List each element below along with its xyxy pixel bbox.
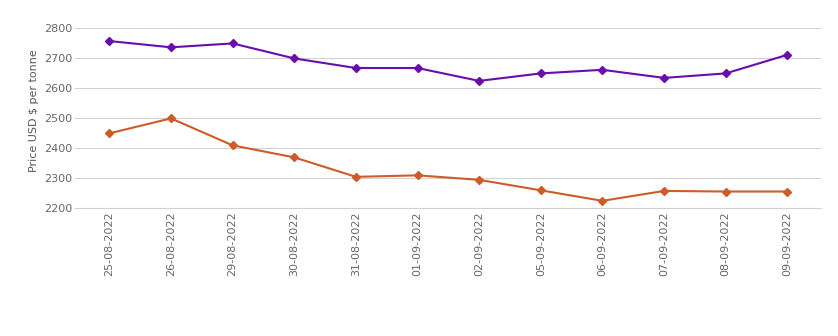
SHFE	[783, 53, 793, 57]
SHFE	[597, 68, 608, 72]
Line: SHFE: SHFE	[106, 38, 790, 84]
SHFE	[104, 39, 114, 43]
LME	[289, 155, 299, 159]
SHFE	[721, 71, 731, 75]
SHFE	[474, 79, 484, 83]
Y-axis label: Price USD $ per tonne: Price USD $ per tonne	[28, 49, 39, 172]
LME	[228, 143, 238, 148]
LME	[597, 199, 608, 203]
LME	[412, 173, 422, 177]
LME	[721, 190, 731, 194]
LME	[166, 116, 176, 120]
SHFE	[166, 45, 176, 49]
SHFE	[535, 71, 546, 75]
SHFE	[228, 41, 238, 45]
LME	[535, 188, 546, 192]
LME	[783, 190, 793, 194]
LME	[351, 175, 361, 179]
SHFE	[412, 66, 422, 70]
Line: LME: LME	[106, 116, 790, 204]
SHFE	[351, 66, 361, 70]
Legend: LME, SHFE: LME, SHFE	[384, 335, 513, 336]
LME	[659, 189, 669, 193]
LME	[104, 131, 114, 135]
SHFE	[289, 56, 299, 60]
SHFE	[659, 76, 669, 80]
LME	[474, 178, 484, 182]
